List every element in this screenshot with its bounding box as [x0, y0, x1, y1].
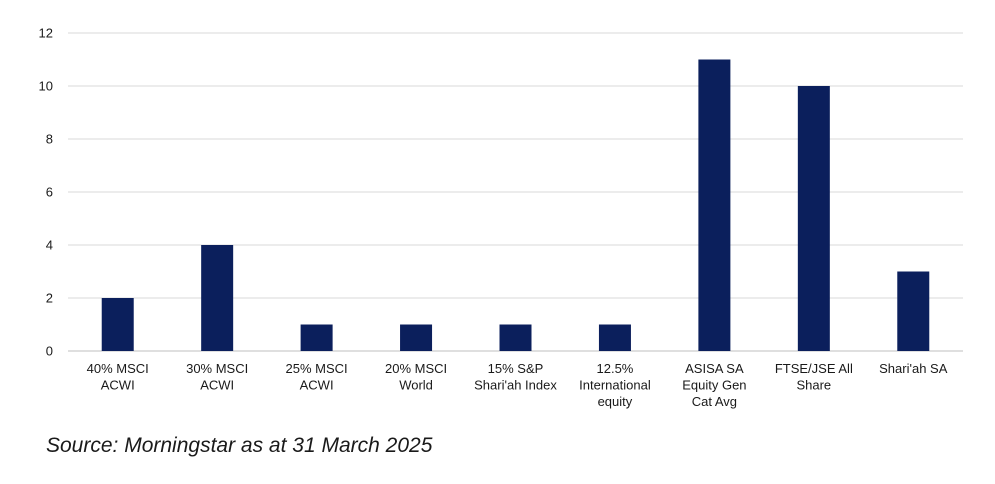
x-category-label-line: ASISA SA: [685, 361, 744, 376]
x-category-label-line: Equity Gen: [682, 378, 746, 393]
x-category-label-line: Share: [796, 378, 831, 393]
y-tick-label: 12: [39, 26, 53, 41]
x-axis-category-labels: 40% MSCI ACWI 30% MSCI ACWI 25% MSCI ACWI 20% …: [87, 361, 948, 409]
x-category-label-line: 12.5%: [597, 361, 634, 376]
bar: [598, 324, 631, 351]
bar: [499, 324, 532, 351]
x-category-label-line: Shari'ah SA: [879, 361, 948, 376]
x-category-label-line: ACWI: [300, 378, 334, 393]
y-tick-label: 0: [46, 344, 53, 359]
y-tick-label: 6: [46, 185, 53, 200]
x-category-label: Shari'ah SA: [879, 361, 948, 376]
x-category-label-line: Shari'ah Index: [474, 378, 557, 393]
x-category-label-line: 25% MSCI: [286, 361, 348, 376]
bar: [201, 245, 234, 351]
y-tick-label: 8: [46, 132, 53, 147]
x-category-label-line: 15% S&P: [488, 361, 544, 376]
bar: [698, 59, 731, 351]
bar: [300, 324, 333, 351]
y-tick-label: 4: [46, 238, 53, 253]
x-category-label-line: World: [399, 378, 433, 393]
x-category-label-line: ACWI: [101, 378, 135, 393]
y-tick-label: 10: [39, 79, 53, 94]
x-category-label-line: ACWI: [200, 378, 234, 393]
bar: [400, 324, 433, 351]
x-category-label-line: Cat Avg: [692, 394, 737, 409]
y-axis-ticks: 0 2 4 6 8 10 12: [39, 26, 53, 359]
x-category-label: 20% MSCI World: [385, 361, 447, 393]
bar: [797, 86, 830, 351]
x-category-label: 25% MSCI ACWI: [286, 361, 348, 393]
x-category-label: 15% S&P Shari'ah Index: [474, 361, 557, 393]
x-category-label-line: 30% MSCI: [186, 361, 248, 376]
x-category-label-line: International: [579, 378, 651, 393]
source-note: Source: Morningstar as at 31 March 2025: [46, 434, 433, 457]
x-category-label-line: 20% MSCI: [385, 361, 447, 376]
y-tick-label: 2: [46, 291, 53, 306]
x-category-label: ASISA SA Equity Gen Cat Avg: [682, 361, 746, 409]
bar: [101, 298, 134, 351]
x-category-label-line: equity: [598, 394, 633, 409]
bars: [101, 59, 930, 351]
x-category-label-line: FTSE/JSE All: [775, 361, 853, 376]
x-category-label: FTSE/JSE All Share: [775, 361, 853, 393]
x-category-label: 40% MSCI ACWI: [87, 361, 149, 393]
x-category-label: 30% MSCI ACWI: [186, 361, 248, 393]
bar: [897, 271, 930, 351]
x-category-label-line: 40% MSCI: [87, 361, 149, 376]
x-category-label: 12.5% International equity: [579, 361, 651, 409]
